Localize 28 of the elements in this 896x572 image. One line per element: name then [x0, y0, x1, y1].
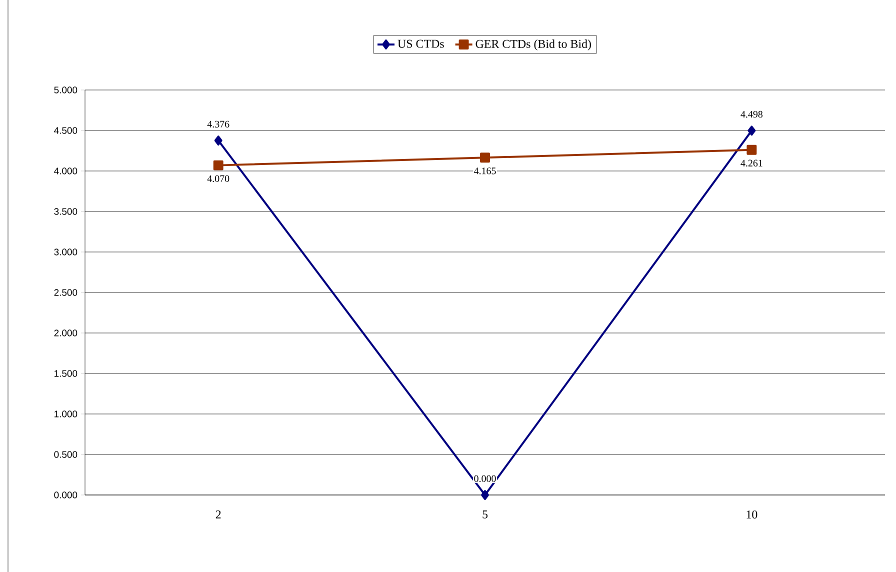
x-tick-label: 5 — [482, 510, 488, 518]
y-tick-label: 2.000 — [54, 330, 78, 336]
data-label: 4.376 — [207, 120, 230, 128]
y-tick-label: 1.000 — [54, 410, 78, 418]
x-tick-label: 10 — [746, 510, 758, 519]
y-tick-label: 4.000 — [54, 168, 78, 174]
point — [214, 136, 222, 146]
data-label: 4.261 — [740, 160, 762, 167]
legend-label: GER CTDs (Bid to Bid) — [476, 40, 591, 50]
y-tick-label: 5.000 — [54, 86, 78, 94]
data-label: 4.165 — [474, 168, 496, 174]
data-label: 4.070 — [207, 175, 230, 182]
y-tick-label: 3.500 — [54, 208, 78, 215]
y-tick-label: 0.000 — [54, 492, 78, 498]
y-tick-label: 0.500 — [54, 451, 78, 458]
point — [481, 490, 489, 500]
y-tick-label: 1.500 — [54, 370, 78, 377]
point — [748, 126, 756, 136]
point — [213, 160, 224, 170]
x-tick-label: 2 — [216, 510, 221, 518]
data-label: 0.000 — [474, 475, 496, 482]
point — [480, 152, 490, 163]
data-label: 4.498 — [740, 110, 763, 118]
y-tick-label: 4.500 — [54, 127, 78, 134]
legend-label: US CTDs — [398, 40, 444, 48]
point — [746, 144, 757, 155]
y-tick-label: 2.500 — [54, 289, 78, 296]
y-tick-label: 3.000 — [54, 248, 78, 256]
